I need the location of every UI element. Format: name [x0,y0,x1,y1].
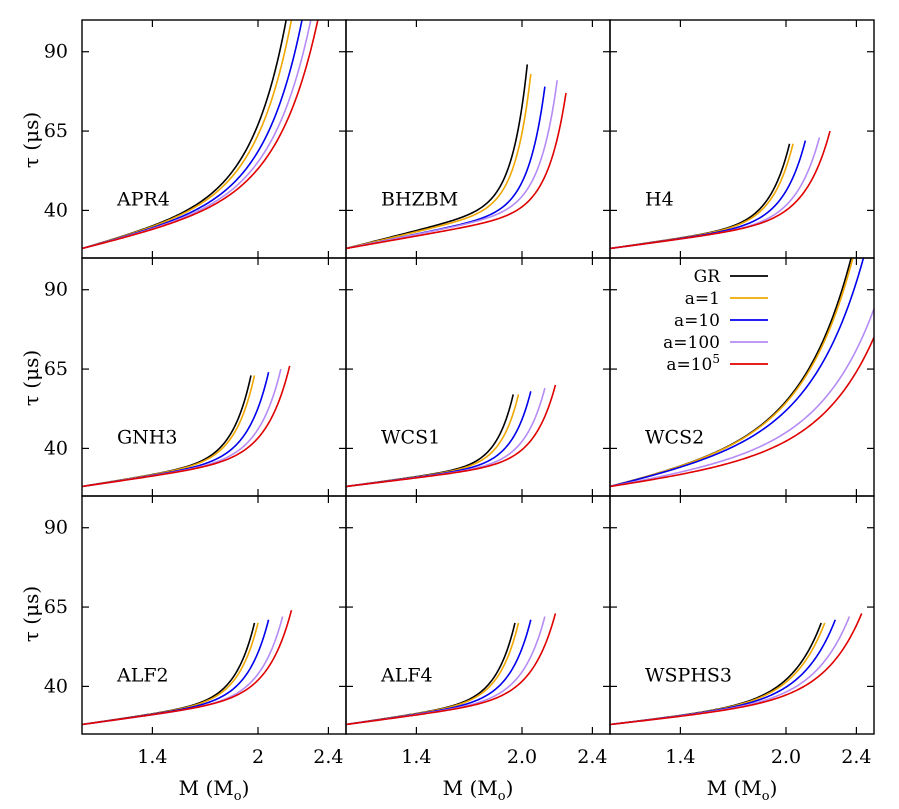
panel-alf4: ALF4 [345,495,611,735]
series-line-a1e5-h4 [610,130,831,250]
series-line-GR-apr4 [82,20,287,250]
eos-label-h4: H4 [645,189,674,211]
legend-label-a100: a=100 [663,333,720,353]
panel-h4: H4 [609,19,875,259]
eos-label-alf4: ALF4 [380,665,433,687]
panel-wsphs3: WSPHS3 [609,495,875,735]
eos-label-apr4: APR4 [116,189,170,211]
panel-frame [609,257,875,497]
series-line-a100-wcs2 [610,308,874,488]
series-line-a1-alf2 [82,622,259,726]
series-line-GR-wcs2 [610,258,852,488]
series-line-a1e5-bhzbm [346,92,567,250]
y-tick-label: 40 [44,675,68,697]
x-tick-label: 2.0 [507,746,537,768]
panel-wcs1: WCS1 [345,257,611,497]
x-axis-label: M (Mo) [179,776,250,804]
legend-label-GR: GR [694,267,722,287]
eos-label-wsphs3: WSPHS3 [645,665,732,687]
y-tick-label: 90 [44,41,68,63]
series-line-a1e5-alf2 [82,610,293,726]
series-line-a1e5-wcs1 [346,384,557,488]
eos-label-gnh3: GNH3 [117,427,177,449]
x-tick-label: 2.4 [577,746,607,768]
x-tick-label: 2.4 [313,746,343,768]
panel-gnh3: GNH3 [81,257,347,497]
series-line-a1-h4 [610,143,794,250]
x-tick-label: 1.4 [665,746,695,768]
y-tick-label: 90 [44,279,68,301]
eos-label-wcs2: WCS2 [645,427,704,449]
legend-label-a10: a=10 [674,311,720,331]
series-line-a10-wcs2 [610,258,865,488]
y-axis-label-bottom: τ (μs) [19,586,43,642]
panel-frame [345,495,611,735]
series-line-a1e5-wsphs3 [610,613,863,726]
series-line-a1e5-wcs2 [610,337,874,488]
y-tick-label: 65 [44,596,68,618]
y-axis-label-middle: τ (μs) [19,350,43,406]
x-tick-label: 1.4 [401,746,431,768]
series-line-GR-bhzbm [346,64,529,250]
y-axis-label-top: τ (μs) [19,112,43,168]
x-tick-label: 2 [252,746,264,768]
legend-label-a1: a=1 [685,289,720,309]
eos-label-alf2: ALF2 [116,665,169,687]
y-tick-label: 40 [44,437,68,459]
x-axis-label: M (Mo) [443,776,514,804]
series-line-a1-bhzbm [346,73,532,250]
y-tick-label: 40 [44,199,68,221]
x-tick-label: 2.4 [841,746,871,768]
x-axis-label: M (Mo) [707,776,778,804]
series-line-GR-h4 [610,143,791,250]
series-line-a1e5-alf4 [346,613,557,726]
legend-label-a1e5: a=105 [666,352,720,375]
y-tick-label: 65 [44,358,68,380]
x-tick-label: 1.4 [137,746,167,768]
panel-frame [345,19,611,259]
x-tick-label: 2.0 [771,746,801,768]
eos-label-wcs1: WCS1 [381,427,440,449]
series-line-a1e5-apr4 [82,20,319,250]
y-tick-label: 90 [44,517,68,539]
y-tick-label: 65 [44,120,68,142]
eos-label-bhzbm: BHZBM [381,189,458,211]
panel-bhzbm: BHZBM [345,19,611,259]
series-line-a1e5-gnh3 [82,365,291,488]
panel-alf2: ALF2 [81,495,347,735]
panel-frame [609,495,875,735]
panel-frame [81,19,347,259]
panel-apr4: APR4 [81,19,347,259]
